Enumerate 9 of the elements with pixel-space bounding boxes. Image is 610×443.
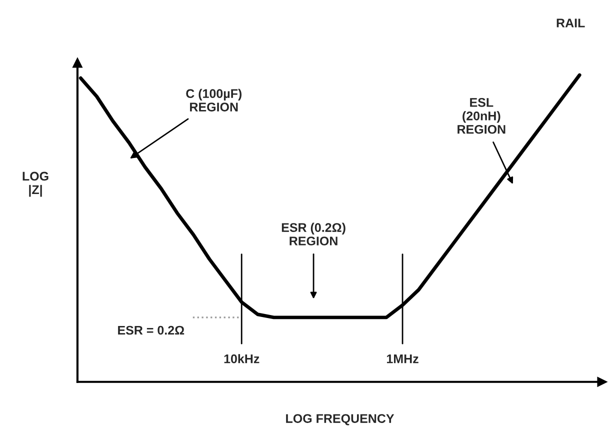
x-tick-label: 10kHz (224, 354, 260, 364)
ref-line-label: ESR = 0.2Ω (118, 326, 184, 335)
annotation: C (100µF) REGION (186, 88, 242, 112)
annotation: ESL (20nH) REGION (458, 98, 506, 134)
annotation: ESR (0.2Ω) REGION (282, 222, 346, 246)
x-tick-label: 1MHz (386, 354, 418, 364)
x-axis-title: LOG FREQUENCY (286, 414, 394, 426)
y-axis-title: LOG |Z| (22, 172, 48, 197)
text: RAIL (556, 18, 585, 28)
